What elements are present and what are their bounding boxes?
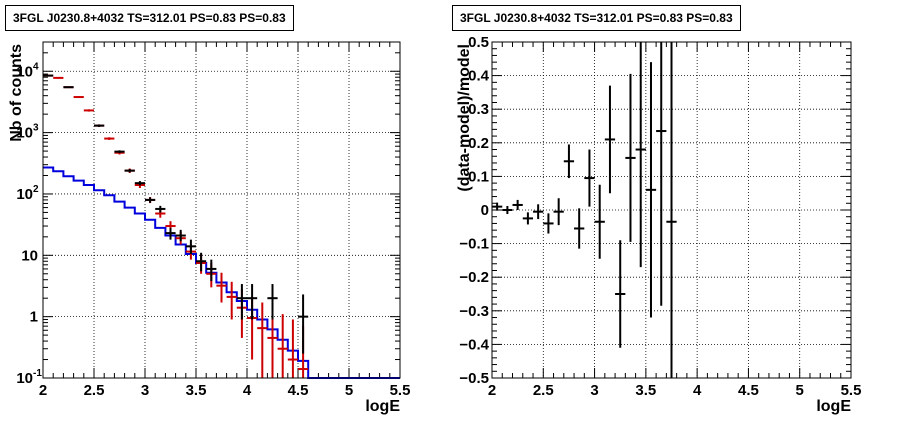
residual-point (502, 205, 513, 215)
x-tick-label: 2 (39, 382, 47, 399)
y-tick-label: −0.3 (459, 303, 489, 320)
residuals-plot-panel: −0.5 −0.4 −0.3 −0.2 −0.1 0 0.1 0.2 0.3 0.4 0.5 2 2.5… (456, 34, 861, 415)
y-tick-label: −0.4 (459, 336, 489, 353)
data-count-point (236, 284, 247, 320)
plot-area (43, 42, 400, 378)
model-count-point (257, 302, 268, 378)
residual-point (522, 212, 534, 225)
data-count-point (94, 124, 105, 127)
y-tick-label: −0.1 (459, 236, 489, 253)
x-tick-label: 4 (693, 382, 702, 399)
model-count-point (83, 109, 94, 112)
x-tick-label: 5 (796, 382, 804, 399)
y-tick-label: −0.5 (459, 370, 489, 387)
x-axis-label: logE (816, 398, 851, 415)
residual-point (666, 42, 677, 378)
data-count-point (298, 294, 309, 354)
y-tick-label-exponent: 2 (33, 184, 39, 195)
model-count-point (216, 272, 227, 303)
y-tick-label-base: 1 (30, 309, 38, 326)
data-count-point (175, 229, 186, 242)
data-count-point (247, 284, 258, 320)
residual-point (656, 42, 667, 306)
residual-point (492, 202, 503, 211)
data-count-point (267, 284, 278, 320)
x-tick-label: 2 (488, 382, 496, 399)
x-tick-label: 3.5 (635, 382, 656, 399)
data-count-point (155, 205, 166, 213)
data-count-point (165, 227, 176, 240)
x-tick-label: 3.5 (186, 382, 207, 399)
y-tick-label: −0.2 (459, 269, 489, 286)
y-tick-label: 0.2 (468, 135, 489, 152)
residual-point (625, 73, 636, 242)
y-tick-label: 10 (21, 247, 38, 264)
residual-point (604, 85, 616, 194)
data-count-point (114, 150, 125, 154)
left-chart-title: 3FGL J0230.8+4032 TS=312.01 PS=0.83 PS=0… (5, 5, 294, 31)
data-count-point (206, 259, 217, 282)
x-tick-label: 4.5 (288, 382, 309, 399)
model-count-point (226, 281, 237, 320)
y-tick-label: 10 (16, 186, 33, 203)
y-tick-label-exponent: 4 (33, 61, 39, 72)
y-tick-label-base: 10 (16, 63, 33, 80)
x-tick-label: 5.5 (841, 382, 862, 399)
residual-point (533, 204, 544, 220)
residual-point (574, 208, 585, 249)
data-count-point (124, 169, 135, 173)
x-tick-label: 4.5 (738, 382, 759, 399)
residual-point (563, 144, 575, 179)
y-tick-label: 10 (16, 125, 33, 142)
y-tick-label: 10 (16, 370, 33, 387)
y-tick-label: 10 (16, 63, 33, 80)
x-tick-label: 4 (243, 382, 252, 399)
residual-point (615, 240, 626, 348)
model-count-point (73, 96, 84, 99)
y-tick-label: 0.1 (468, 168, 489, 185)
residual-point (594, 184, 605, 259)
data-count-point (43, 74, 54, 77)
data-count-point (134, 181, 145, 186)
y-tick-label: 0 (481, 202, 489, 219)
right-chart-title: 3FGL J0230.8+4032 TS=312.01 PS=0.83 PS=0… (452, 5, 741, 31)
x-tick-label: 3 (590, 382, 598, 399)
x-tick-label: 2.5 (533, 382, 554, 399)
y-axis-label: (data-model)/model (456, 44, 473, 192)
plot-frame (42, 41, 401, 379)
residual-point (512, 199, 523, 210)
residual-point (635, 42, 646, 268)
x-tick-label: 5.5 (390, 382, 411, 399)
x-tick-label: 3 (141, 382, 149, 399)
y-tick-label-exponent: 3 (33, 123, 39, 134)
y-axis-label: Nb of counts (8, 44, 25, 142)
model-count-point (53, 76, 64, 79)
residual-point (584, 149, 595, 207)
data-count-point (185, 239, 196, 255)
model-count-point (287, 319, 298, 378)
plot-frame (491, 41, 852, 379)
y-tick-label: 0.5 (468, 34, 489, 51)
x-axis-label: logE (365, 398, 400, 415)
x-tick-label: 2.5 (84, 382, 105, 399)
y-tick-label: 0.4 (468, 68, 490, 85)
data-count-point (145, 197, 156, 203)
residual-point (543, 213, 554, 234)
y-tick-label: 1 (30, 309, 38, 326)
y-tick-label-base: 10 (16, 125, 33, 142)
residual-point (553, 198, 564, 226)
model-count-point (277, 314, 288, 378)
y-tick-label-base: 10 (21, 247, 38, 264)
model-count-point (104, 137, 115, 140)
residual-point (645, 62, 657, 318)
data-count-point (196, 252, 207, 272)
data-count-point (63, 86, 74, 89)
y-tick-label: 0.3 (468, 101, 489, 118)
x-tick-label: 5 (345, 382, 353, 399)
y-tick-label-exponent: -1 (33, 368, 42, 379)
y-tick-label-base: 10 (16, 186, 33, 203)
y-tick-label-base: 10 (16, 370, 33, 387)
